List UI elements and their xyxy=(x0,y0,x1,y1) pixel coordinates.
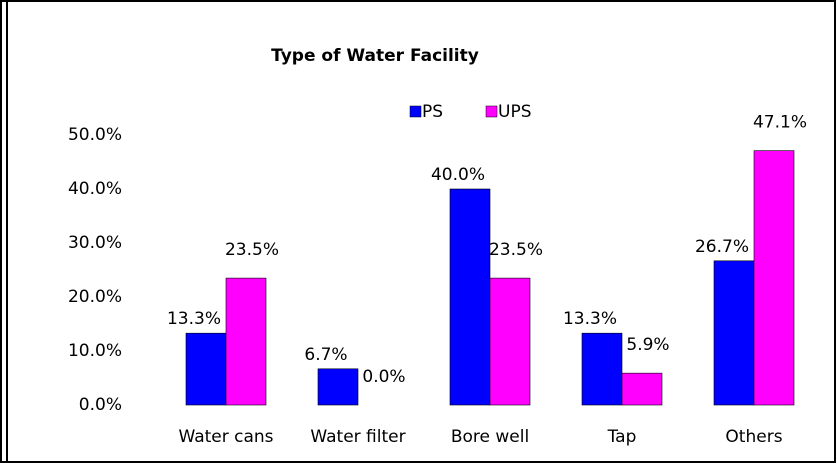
bar xyxy=(713,260,755,406)
y-tick-label: 10.0% xyxy=(68,341,122,361)
y-tick-label: 40.0% xyxy=(68,179,122,199)
data-label: 0.0% xyxy=(362,367,405,387)
data-label: 47.1% xyxy=(753,113,807,133)
y-tick-label: 30.0% xyxy=(68,233,122,253)
x-tick-label: Water filter xyxy=(310,427,405,447)
x-tick-label: Others xyxy=(725,427,782,447)
bar xyxy=(581,332,623,406)
data-label: 6.7% xyxy=(304,345,347,365)
data-label: 13.3% xyxy=(563,309,617,329)
bar xyxy=(449,188,491,406)
x-tick-label: Bore well xyxy=(451,427,529,447)
data-label: 5.9% xyxy=(626,335,669,355)
data-label: 23.5% xyxy=(225,240,279,260)
bar xyxy=(185,332,227,406)
legend-swatch xyxy=(485,105,498,118)
bar xyxy=(317,368,359,406)
legend-swatch xyxy=(409,105,422,118)
y-tick-label: 20.0% xyxy=(68,287,122,307)
bar xyxy=(753,150,795,406)
bar xyxy=(621,372,663,406)
x-tick-label: Water cans xyxy=(178,427,273,447)
chart-title: Type of Water Facility xyxy=(271,46,479,66)
data-label: 13.3% xyxy=(167,309,221,329)
legend-label: PS xyxy=(422,102,443,122)
data-label: 23.5% xyxy=(489,240,543,260)
y-tick-label: 50.0% xyxy=(68,125,122,145)
bar xyxy=(225,277,267,406)
legend-label: UPS xyxy=(498,102,532,122)
x-tick-label: Tap xyxy=(607,427,637,447)
bar xyxy=(489,277,531,406)
y-tick-label: 0.0% xyxy=(79,395,122,415)
data-label: 26.7% xyxy=(695,237,749,257)
data-label: 40.0% xyxy=(431,165,485,185)
